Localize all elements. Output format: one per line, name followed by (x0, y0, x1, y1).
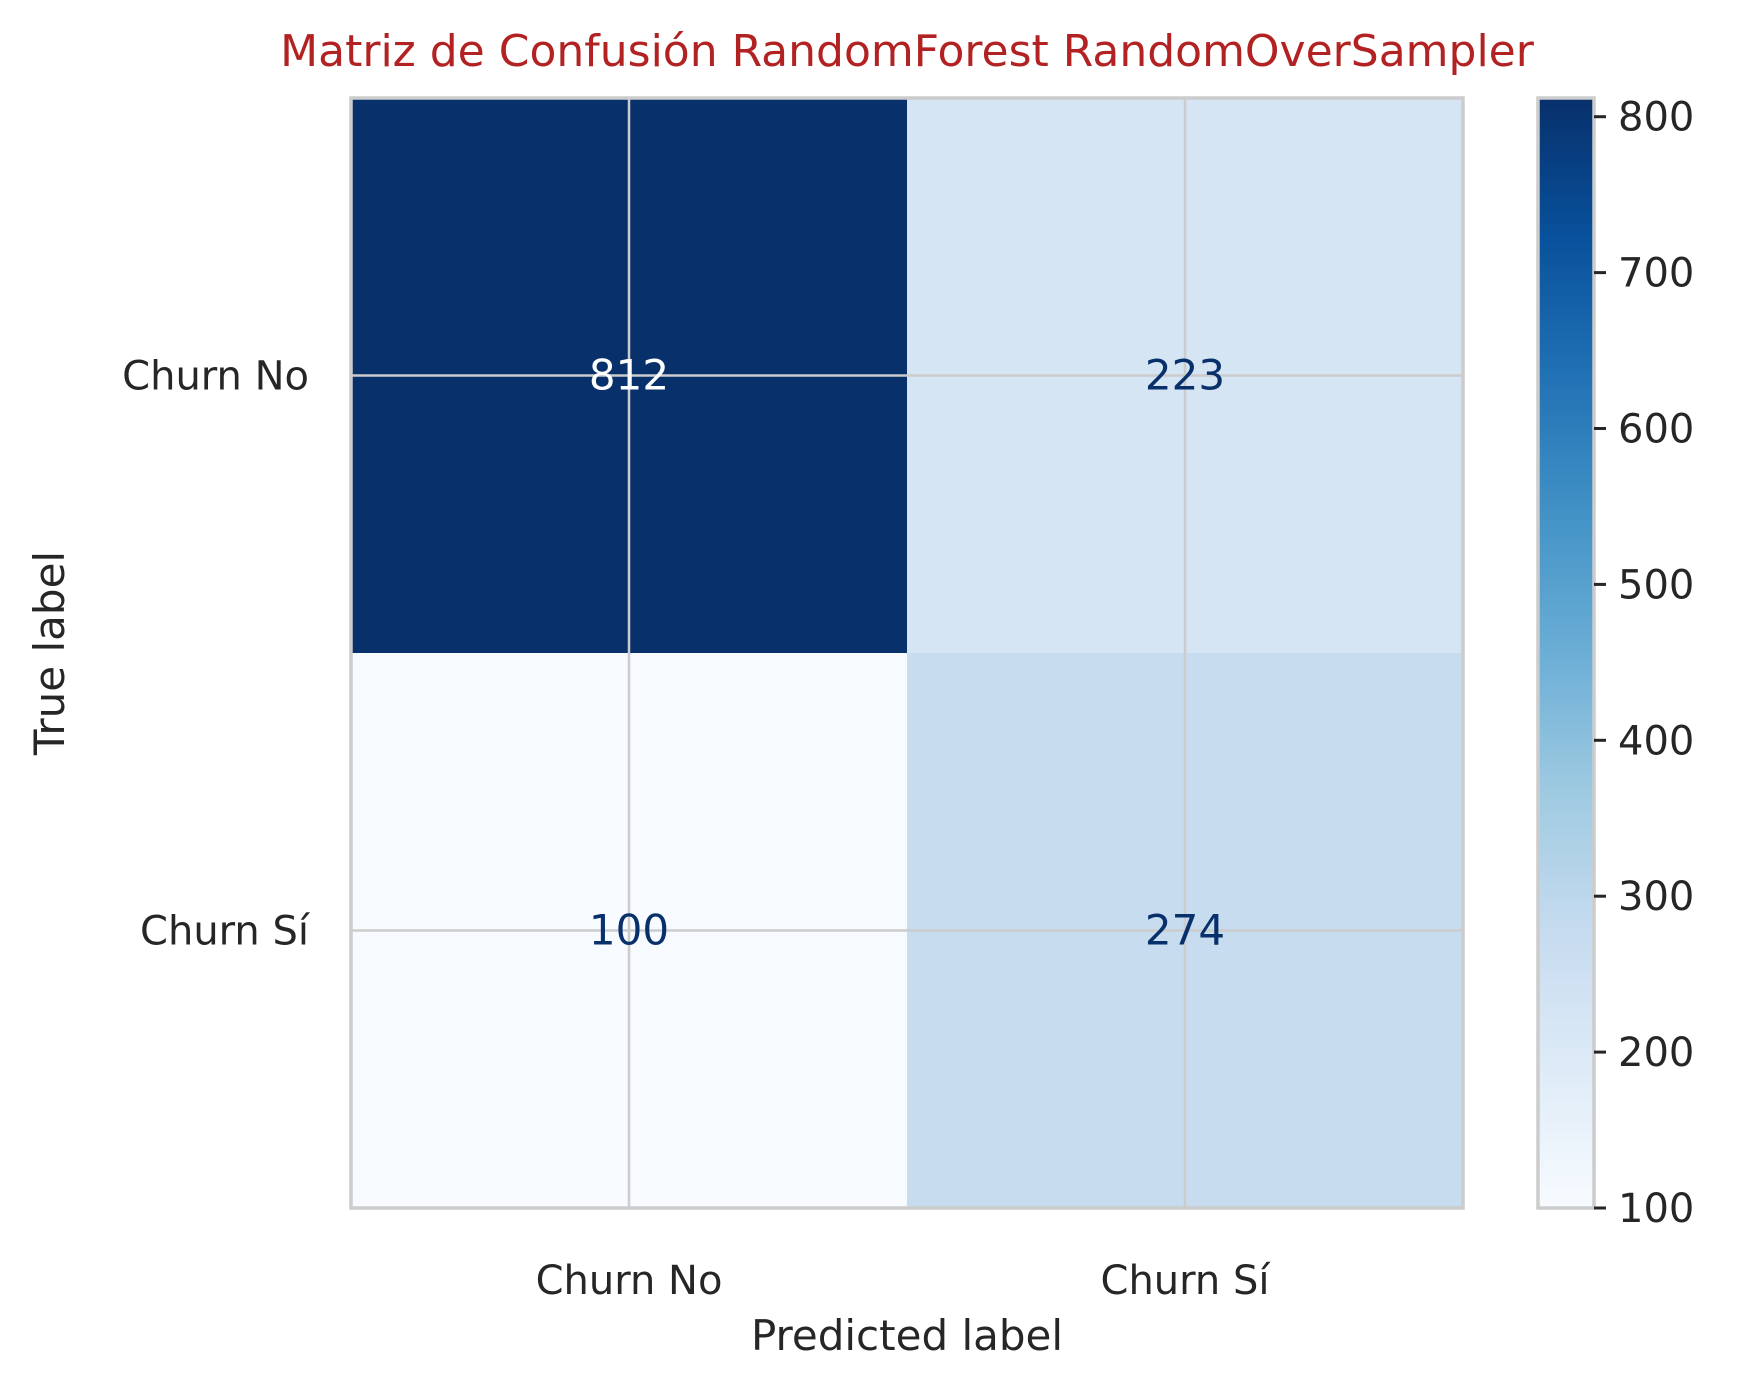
colorbar-ticks: 100 200 300 400 500 600 700 800 (1594, 95, 1694, 1232)
y-axis-ticks: Churn No Churn Sí (122, 354, 311, 955)
y-axis-label: True label (25, 551, 74, 756)
colorbar-tick-label: 800 (1618, 95, 1694, 141)
colorbar-frame (1536, 96, 1596, 1210)
x-tick-label: Churn No (536, 1258, 723, 1304)
y-tick-label: Churn No (122, 354, 309, 400)
cell-value-label: 812 (589, 351, 669, 400)
colorbar-tick-label: 300 (1618, 874, 1694, 920)
x-axis-label: Predicted label (751, 1311, 1063, 1360)
colorbar-tick-label: 600 (1618, 407, 1694, 453)
colorbar-tick-label: 400 (1618, 718, 1694, 764)
heatmap-cells (351, 98, 1464, 1209)
x-axis-ticks: Churn No Churn Sí (536, 1258, 1272, 1304)
colorbar (1538, 98, 1594, 1208)
cell-value-label: 223 (1145, 351, 1225, 400)
plot-frame (349, 96, 1465, 1210)
colorbar-tick-label: 100 (1618, 1186, 1694, 1232)
chart-title: Matriz de Confusión RandomForest RandomO… (280, 26, 1535, 77)
colorbar-tick-label: 200 (1618, 1030, 1694, 1076)
x-tick-label: Churn Sí (1101, 1258, 1272, 1304)
cell-value-label: 274 (1145, 906, 1225, 955)
y-tick-label: Churn Sí (140, 909, 311, 955)
cell-value-labels: 812 223 100 274 (589, 351, 1225, 955)
grid-lines (351, 98, 1463, 1208)
cell-value-label: 100 (589, 906, 669, 955)
colorbar-tick-label: 500 (1618, 562, 1694, 608)
colorbar-tick-label: 700 (1618, 251, 1694, 297)
